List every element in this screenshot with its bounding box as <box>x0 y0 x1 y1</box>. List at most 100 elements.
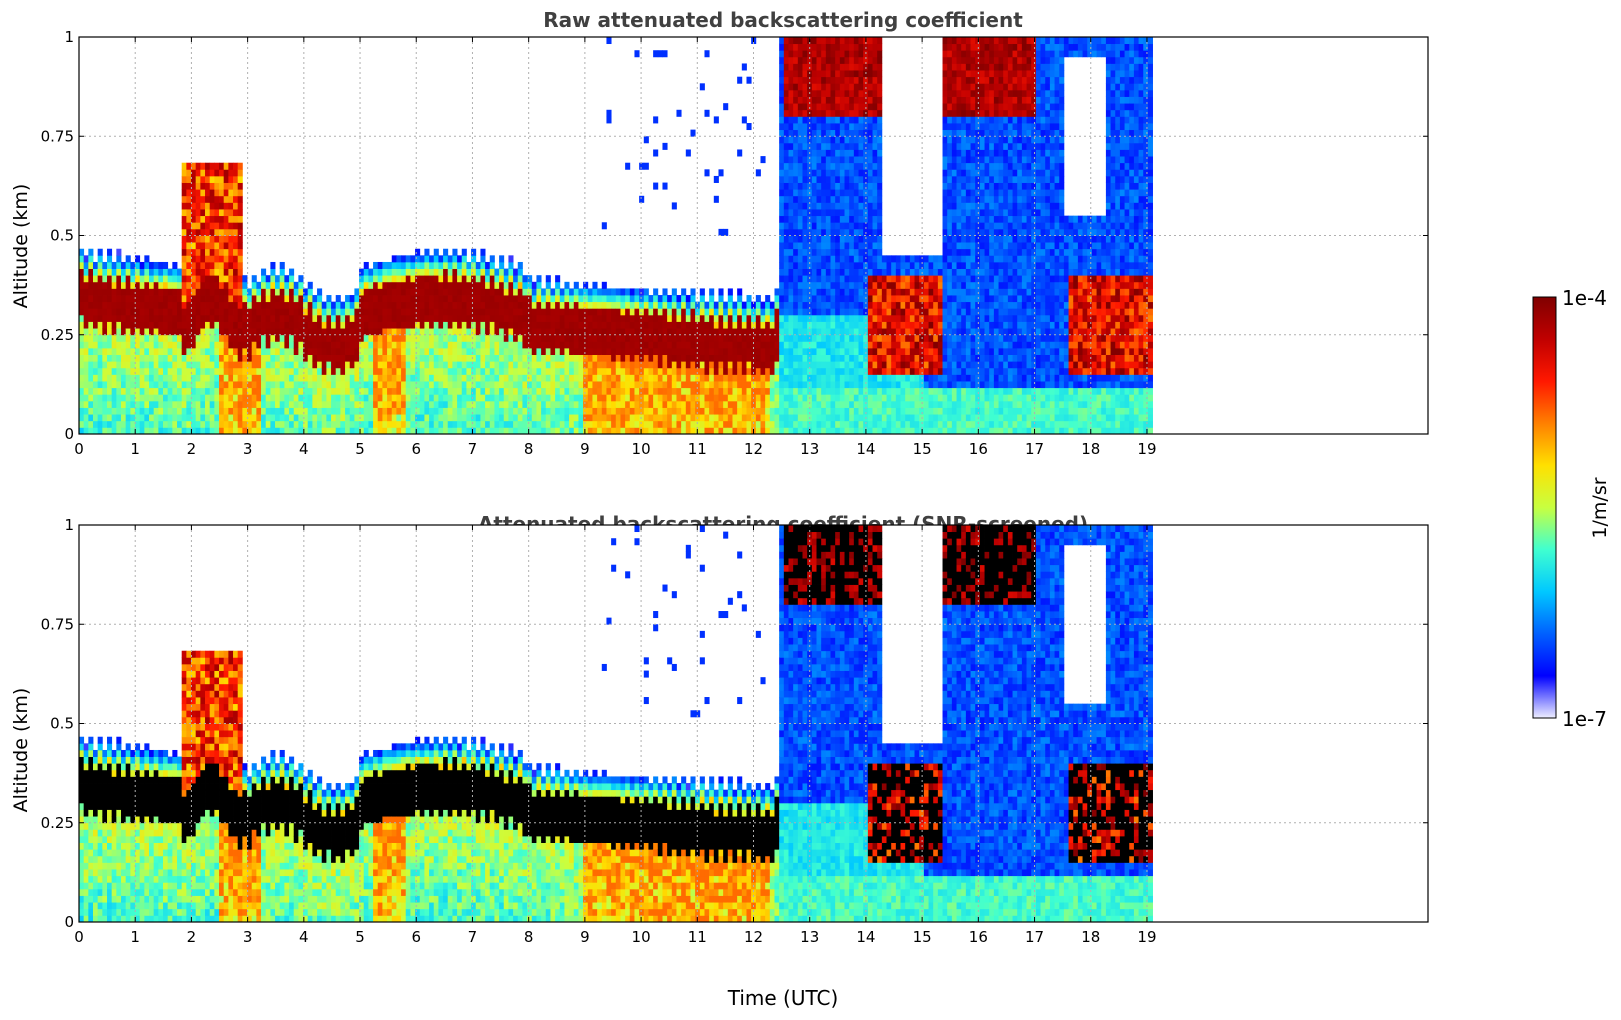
heatmap-cell <box>270 387 276 395</box>
heatmap-cell <box>377 354 383 362</box>
heatmap-cell <box>499 381 505 389</box>
heatmap-cell <box>802 156 808 164</box>
heatmap-cell <box>228 427 234 435</box>
heatmap-cell <box>93 387 99 395</box>
heatmap-cell <box>662 295 668 303</box>
heatmap-cell <box>671 394 677 402</box>
heatmap-cell <box>639 301 645 309</box>
heatmap-cell <box>415 328 421 336</box>
heatmap-cell <box>247 414 253 422</box>
heatmap-cell <box>191 215 197 223</box>
heatmap-cell <box>237 394 243 402</box>
heatmap-cell <box>573 414 579 422</box>
heatmap-cell <box>513 314 519 322</box>
heatmap-cell <box>727 314 733 322</box>
heatmap-cell <box>433 361 439 369</box>
heatmap-cell <box>699 354 705 362</box>
heatmap-cell <box>797 341 803 349</box>
heatmap-cell <box>121 347 127 355</box>
heatmap-cell <box>723 334 729 342</box>
heatmap-cell <box>116 387 122 395</box>
heatmap-cell <box>531 308 537 316</box>
heatmap-cell <box>475 295 481 303</box>
heatmap-cell <box>681 414 687 422</box>
heatmap-cell <box>382 321 388 329</box>
heatmap-cell <box>863 367 869 375</box>
heatmap-cell <box>359 354 365 362</box>
heatmap-cell <box>825 116 831 124</box>
heatmap-cell <box>527 354 533 362</box>
heatmap-cell <box>499 314 505 322</box>
heatmap-cell <box>177 321 183 329</box>
heatmap-cell <box>181 387 187 395</box>
heatmap-cell <box>727 367 733 375</box>
heatmap-cell <box>335 341 341 349</box>
heatmap-cell <box>135 334 141 342</box>
heatmap-cell <box>671 314 677 322</box>
heatmap-cell <box>849 281 855 289</box>
heatmap-cell <box>307 308 313 316</box>
heatmap-cell <box>340 354 346 362</box>
heatmap-cell <box>592 381 598 389</box>
heatmap-cell <box>601 288 607 296</box>
heatmap-cell <box>107 400 113 408</box>
heatmap-cell <box>569 347 575 355</box>
heatmap-cell <box>718 367 724 375</box>
heatmap-cell <box>513 420 519 428</box>
heatmap-cell <box>503 334 509 342</box>
heatmap-cell <box>807 195 813 203</box>
heatmap-cell <box>597 295 603 303</box>
heatmap-cell <box>97 334 103 342</box>
heatmap-cell <box>713 367 719 375</box>
heatmap-cell <box>489 347 495 355</box>
heatmap-cell <box>200 209 206 217</box>
heatmap-cell <box>401 321 407 329</box>
heatmap-cell <box>237 228 243 236</box>
heatmap-cell <box>251 275 257 283</box>
heatmap-cell <box>611 367 617 375</box>
heatmap-cell <box>387 394 393 402</box>
heatmap-cell <box>811 103 817 111</box>
heatmap-cell <box>783 129 789 137</box>
heatmap-cell <box>513 281 519 289</box>
heatmap-cell <box>741 361 747 369</box>
heatmap-cell <box>508 381 514 389</box>
heatmap-cell <box>289 367 295 375</box>
heatmap-cell <box>125 261 131 269</box>
heatmap-cell <box>419 281 425 289</box>
heatmap-cell <box>293 374 299 382</box>
heatmap-cell <box>195 235 201 243</box>
heatmap-cell <box>816 43 822 51</box>
heatmap-cell <box>321 420 327 428</box>
heatmap-cell <box>849 156 855 164</box>
heatmap-cell <box>111 427 117 435</box>
heatmap-cell <box>485 420 491 428</box>
heatmap-cell <box>447 261 453 269</box>
heatmap-cell <box>345 347 351 355</box>
heatmap-cell <box>751 400 757 408</box>
heatmap-cell <box>643 367 649 375</box>
heatmap-cell <box>648 420 654 428</box>
heatmap-cell <box>461 400 467 408</box>
heatmap-cell <box>620 341 626 349</box>
heatmap-cell <box>625 321 631 329</box>
heatmap-cell <box>503 420 509 428</box>
heatmap-cell <box>401 367 407 375</box>
heatmap-cell <box>783 156 789 164</box>
heatmap-cell <box>802 394 808 402</box>
heatmap-cell <box>718 308 724 316</box>
heatmap-cell <box>657 308 663 316</box>
heatmap-cell <box>821 129 827 137</box>
heatmap-cell <box>858 162 864 170</box>
heatmap-cell <box>643 328 649 336</box>
heatmap-cell <box>233 420 239 428</box>
heatmap-cell <box>209 242 215 250</box>
heatmap-cell <box>233 281 239 289</box>
heatmap-cell <box>410 321 416 329</box>
heatmap-cell <box>144 281 150 289</box>
heatmap-cell <box>555 361 561 369</box>
heatmap-cell <box>844 301 850 309</box>
heatmap-cell <box>139 288 145 296</box>
heatmap-cell <box>233 334 239 342</box>
heatmap-cell <box>830 43 836 51</box>
